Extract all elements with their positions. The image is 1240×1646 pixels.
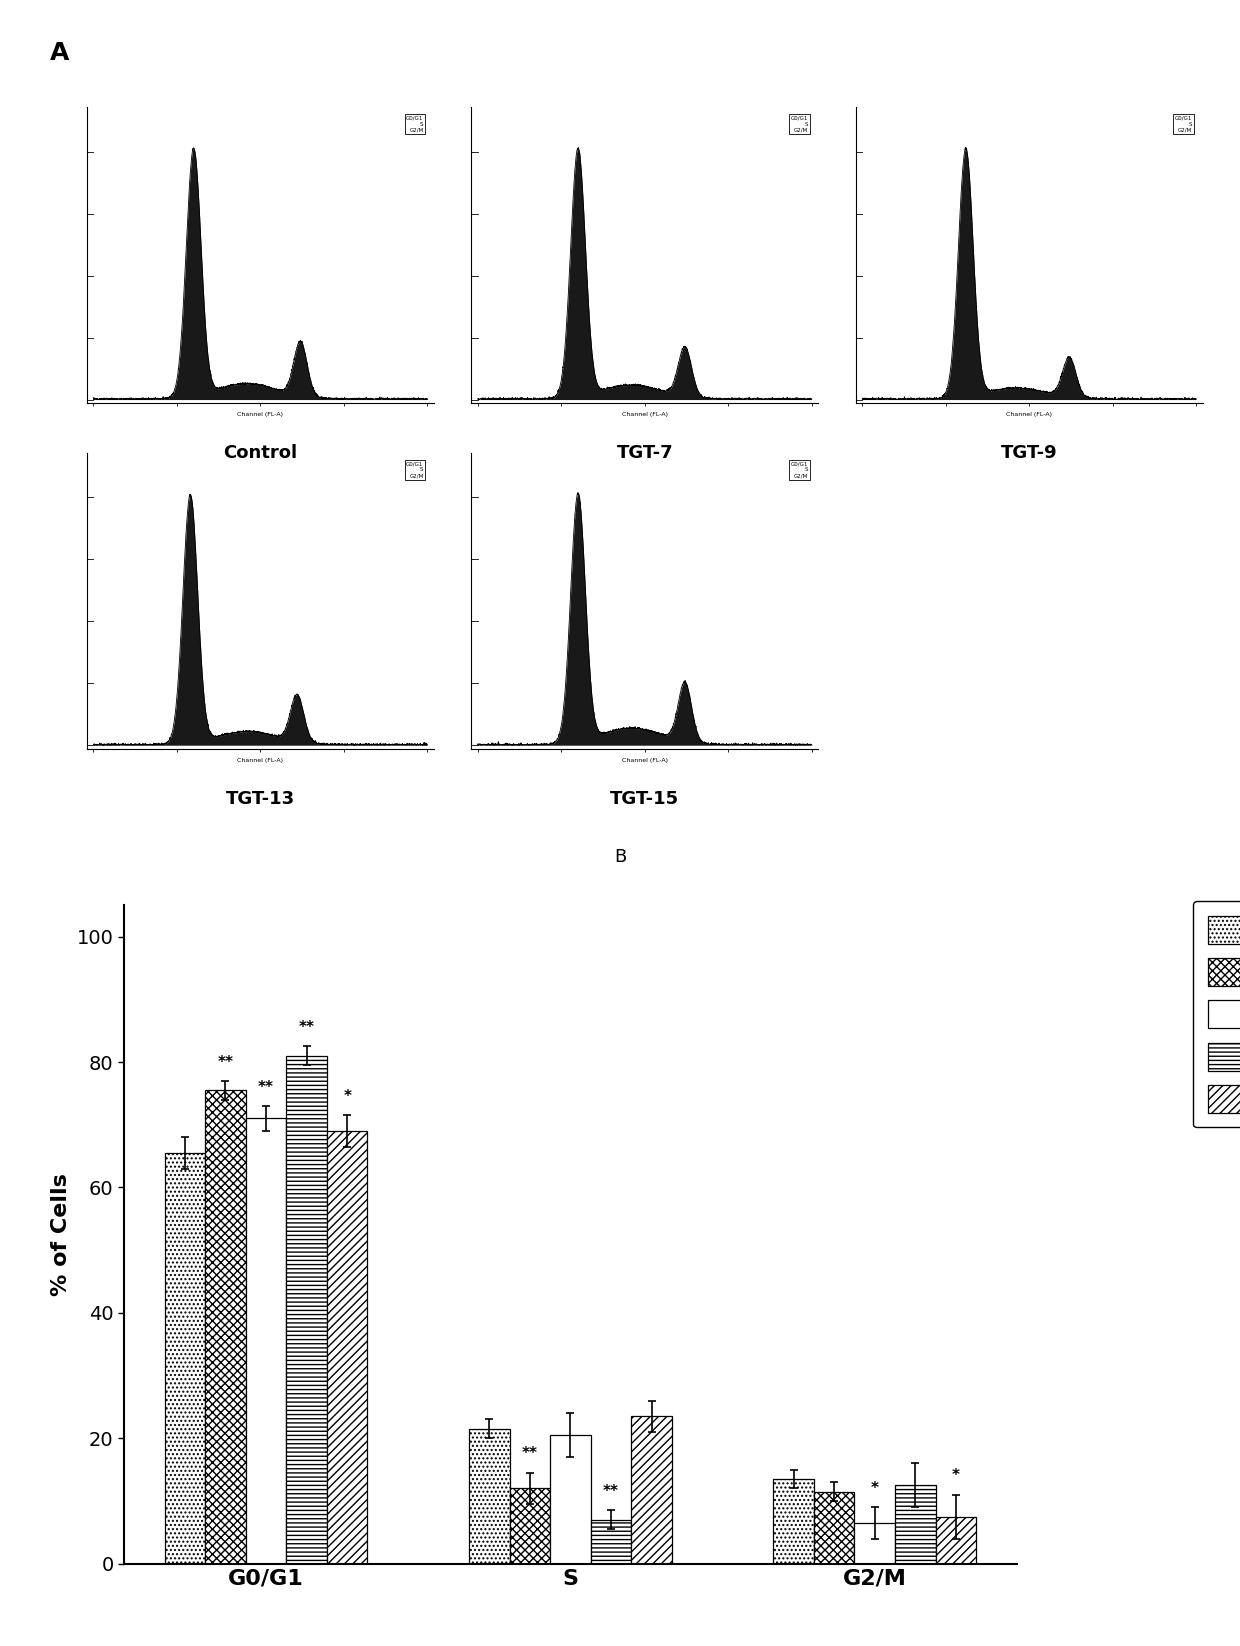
X-axis label: Channel (FL-A): Channel (FL-A) [621,757,668,764]
Bar [774,1480,813,1564]
Bar [469,1429,510,1564]
Bar [510,1488,551,1564]
Bar [205,1090,246,1564]
Text: *: * [870,1481,879,1496]
Text: **: ** [603,1485,619,1500]
Text: TGT-9: TGT-9 [1001,444,1058,463]
Text: G0/G1
S
G2/M: G0/G1 S G2/M [407,115,424,132]
Text: **: ** [522,1447,538,1462]
Text: A: A [50,41,69,66]
Text: B: B [614,848,626,866]
Text: TGT-13: TGT-13 [226,790,295,808]
Text: TGT-15: TGT-15 [610,790,680,808]
Bar [813,1491,854,1564]
Text: **: ** [299,1021,315,1035]
X-axis label: Channel (FL-A): Channel (FL-A) [1006,412,1053,418]
Text: **: ** [258,1080,274,1095]
Text: **: ** [217,1055,233,1070]
Text: G0/G1
S
G2/M: G0/G1 S G2/M [791,115,808,132]
Bar [286,1055,327,1564]
Text: *: * [952,1468,960,1483]
Text: TGT-7: TGT-7 [616,444,673,463]
Bar [246,1119,286,1564]
Y-axis label: % of Cells: % of Cells [51,1174,71,1295]
Bar [936,1516,976,1564]
Text: *: * [343,1090,351,1104]
Bar [631,1416,672,1564]
Legend: Control, TGT-7, TGT-9, TGT-13, TGT-15: Control, TGT-7, TGT-9, TGT-13, TGT-15 [1193,900,1240,1128]
Bar [590,1519,631,1564]
X-axis label: Channel (FL-A): Channel (FL-A) [621,412,668,418]
X-axis label: Channel (FL-A): Channel (FL-A) [237,412,284,418]
X-axis label: Channel (FL-A): Channel (FL-A) [237,757,284,764]
Text: G0/G1
S
G2/M: G0/G1 S G2/M [407,461,424,477]
Bar [551,1435,590,1564]
Bar [165,1152,205,1564]
Bar [895,1485,936,1564]
Bar [327,1131,367,1564]
Bar [854,1523,895,1564]
Text: Control: Control [223,444,298,463]
Text: G0/G1
S
G2/M: G0/G1 S G2/M [791,461,808,477]
Text: G0/G1
S
G2/M: G0/G1 S G2/M [1176,115,1193,132]
